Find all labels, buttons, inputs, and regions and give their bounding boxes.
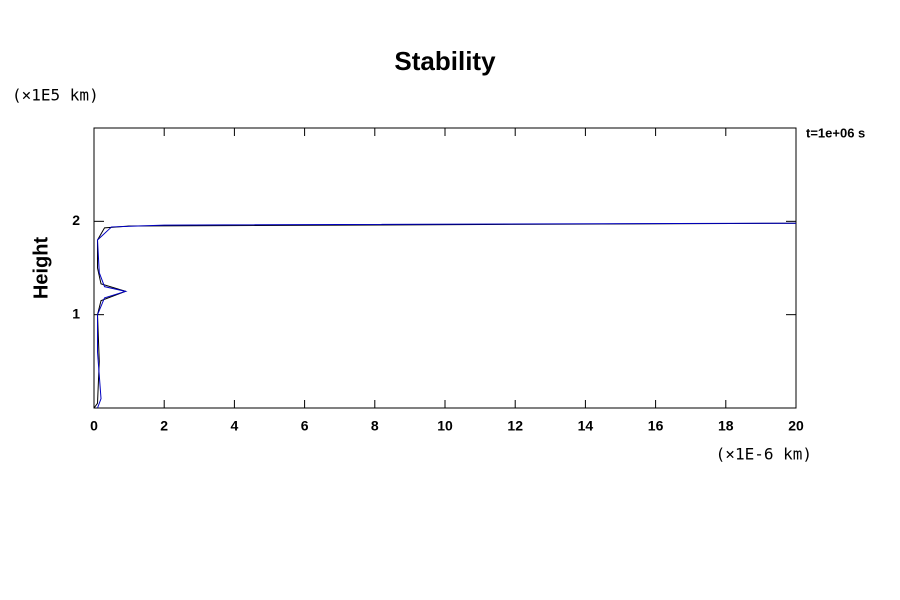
chart-title: Stability <box>394 46 496 76</box>
data-line <box>93 222 797 409</box>
data-line <box>96 222 797 409</box>
x-tick-label: 0 <box>90 418 98 434</box>
x-tick-label: 18 <box>718 418 734 434</box>
x-tick-label: 2 <box>160 418 168 434</box>
x-tick-label: 16 <box>648 418 664 434</box>
x-tick-label: 12 <box>507 418 523 434</box>
y-unit: (×1E5 km) <box>12 86 99 105</box>
y-axis-label: Height <box>30 237 52 300</box>
plot-frame <box>93 127 797 409</box>
x-tick-label: 10 <box>437 418 453 434</box>
y-tick-label: 2 <box>72 212 80 228</box>
x-unit: (×1E-6 km) <box>716 445 812 464</box>
annotation: t=1e+06 s <box>806 125 865 140</box>
x-tick-label: 14 <box>578 418 594 434</box>
x-tick-label: 6 <box>301 418 309 434</box>
x-tick-label: 20 <box>788 418 804 434</box>
x-tick-label: 4 <box>231 418 239 434</box>
y-tick-label: 1 <box>72 305 80 321</box>
x-tick-label: 8 <box>371 418 379 434</box>
